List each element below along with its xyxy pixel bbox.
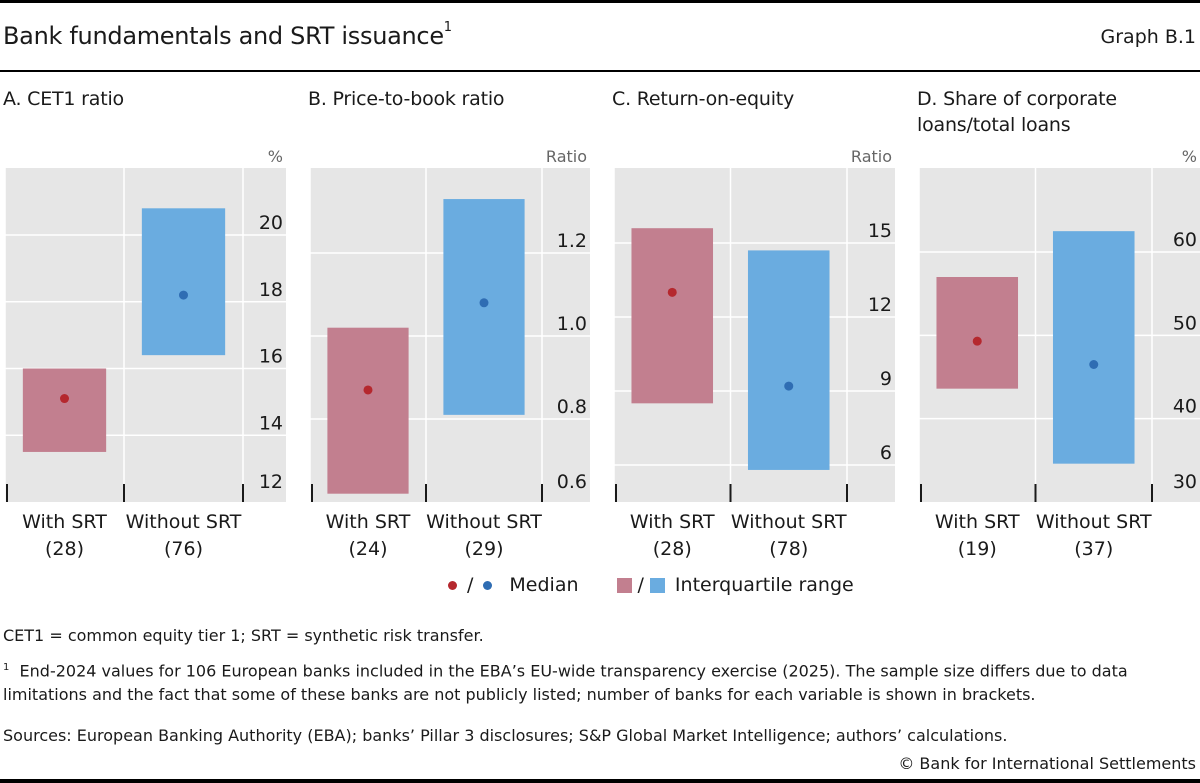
legend-median-with-srt-icon [448,580,457,590]
legend-iqr-label: Interquartile range [674,574,854,596]
y-unit-label: % [1182,147,1197,166]
median-dot-with-srt [60,394,69,404]
legend-separator: / [637,574,644,596]
x-category-count: (29) [464,538,503,560]
abbreviations-note: CET1 = common equity tier 1; SRT = synth… [3,626,484,645]
y-unit-label: % [268,147,283,166]
x-category-count: (24) [348,538,387,560]
median-dot-with-srt [667,287,677,297]
x-category-label: Without SRT [126,511,242,533]
legend-iqr-with-srt-icon [616,577,632,593]
x-category-label: Without SRT [731,511,847,533]
median-dot-with-srt [363,385,373,395]
x-category-label: With SRT [935,511,1020,533]
y-tick-label: 1.0 [557,313,587,335]
footnote: 1 End-2024 values for 106 European banks… [3,656,1128,707]
y-tick-label: 18 [259,279,283,301]
iqr-box-without-srt [1052,231,1135,464]
x-category-label: With SRT [630,511,715,533]
copyright: © Bank for International Settlements [898,754,1196,773]
footnote-line1: End-2024 values for 106 European banks i… [19,661,1128,681]
y-tick-label: 15 [868,220,892,242]
median-dot-without-srt [479,298,489,308]
iqr-box-with-srt [631,228,714,404]
x-category-count: (28) [653,538,692,560]
footnote-line2: limitations and the fact that some of th… [3,685,1036,705]
y-tick-label: 20 [259,212,283,234]
title-footnote-marker: 1 [443,20,452,35]
panel-d-title-line1: D. Share of corporate [917,88,1117,110]
y-tick-label: 40 [1173,396,1197,418]
y-tick-label: 12 [868,294,892,316]
graph-number: Graph B.1 [1100,26,1196,48]
y-tick-label: 1.2 [557,230,587,252]
y-unit-label: Ratio [546,147,587,166]
legend-separator: / [467,574,474,596]
iqr-box-with-srt [936,277,1019,389]
iqr-box-without-srt [141,208,226,356]
y-tick-label: 14 [259,412,283,434]
x-category-count: (37) [1074,538,1113,560]
legend: / Median / Interquartile range [440,574,854,596]
y-tick-label: 30 [1173,471,1197,493]
legend-median-without-srt-icon [483,580,493,590]
graph-title-text: Bank fundamentals and SRT issuance [3,22,444,50]
x-category-label: Without SRT [426,511,542,533]
x-category-count: (78) [769,538,808,560]
y-tick-label: 16 [259,346,283,368]
y-unit-label: Ratio [851,147,892,166]
panel-d-title: D. Share of corporate loans/total loans [917,86,1117,138]
y-tick-label: 0.6 [557,471,587,493]
y-tick-label: 50 [1173,312,1197,334]
legend-iqr-without-srt-icon [649,577,665,593]
x-category-label: With SRT [22,511,107,533]
x-category-count: (76) [164,538,203,560]
median-dot-without-srt [784,381,794,391]
footnote-marker: 1 [3,662,10,673]
header-rule [0,70,1200,72]
bottom-rule [0,779,1200,783]
iqr-box-with-srt [22,368,107,452]
x-category-label: Without SRT [1036,511,1152,533]
y-tick-label: 6 [880,442,892,464]
median-dot-with-srt [972,336,982,346]
panel-b-title: B. Price-to-book ratio [308,88,505,110]
y-tick-label: 12 [259,471,283,493]
legend-median-label: Median [509,574,579,596]
y-tick-label: 9 [880,368,892,390]
top-rule [0,0,1200,3]
graph-title: Bank fundamentals and SRT issuance1 [3,20,452,50]
y-tick-label: 0.8 [557,396,587,418]
x-category-count: (19) [958,538,997,560]
panel-d-title-line2: loans/total loans [917,114,1071,136]
iqr-box-with-srt [327,327,409,494]
panel-c-title: C. Return-on-equity [612,88,795,110]
sources-note: Sources: European Banking Authority (EBA… [3,726,1008,745]
x-category-label: With SRT [326,511,411,533]
x-category-count: (28) [45,538,84,560]
iqr-box-without-srt [747,250,830,470]
charts-svg: 12 14 16 18 20% With SRT (28) Without SRT (76) 0.… [4,147,1200,560]
panel-a-title: A. CET1 ratio [3,88,124,110]
median-dot-without-srt [1089,360,1099,369]
median-dot-without-srt [179,290,188,300]
y-tick-label: 60 [1173,229,1197,251]
